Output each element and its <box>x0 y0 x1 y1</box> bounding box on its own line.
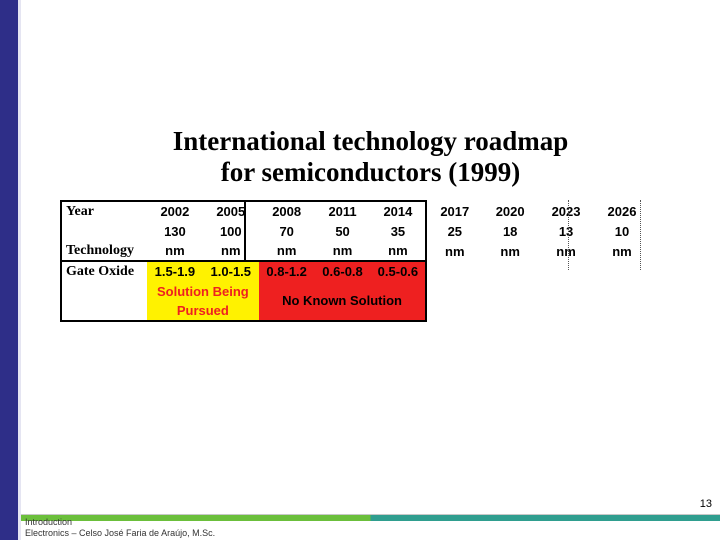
rowhead-empty <box>61 281 147 301</box>
footer-text: Introduction Electronics – Celso José Fa… <box>25 517 215 538</box>
no-known-solution: No Known Solution <box>259 281 427 321</box>
tech-unit: nm <box>315 241 371 261</box>
row-tech-value: 130 100 70 50 35 25 18 13 10 <box>61 221 650 241</box>
rowhead-empty <box>61 301 147 321</box>
dotted-divider <box>568 200 569 270</box>
roadmap-table: Year 2002 2005 2008 2011 2014 2017 2020 … <box>60 200 650 322</box>
tech-cell: 10 <box>594 221 650 241</box>
year-cell: 2005 <box>203 201 259 221</box>
tech-unit: nm <box>482 241 538 261</box>
footer-line-2: Electronics – Celso José Faria de Araújo… <box>25 528 215 538</box>
year-cell: 2002 <box>147 201 203 221</box>
header-tech-blank <box>61 221 147 241</box>
gate-cell: 1.0-1.5 <box>203 261 259 281</box>
row-tech-unit: Technology nm nm nm nm nm nm nm nm nm <box>61 241 650 261</box>
empty-cell <box>426 281 650 301</box>
tech-cell: 18 <box>482 221 538 241</box>
tech-cell: 70 <box>259 221 315 241</box>
gate-cell: 0.6-0.8 <box>315 261 371 281</box>
header-gate: Gate Oxide <box>61 261 147 281</box>
year-cell: 2020 <box>482 201 538 221</box>
sidebar-stripe <box>0 0 18 540</box>
tech-unit: nm <box>370 241 426 261</box>
tech-unit: nm <box>203 241 259 261</box>
gate-cell: 0.8-1.2 <box>259 261 315 281</box>
year-cell: 2023 <box>538 201 594 221</box>
title-line-2: for semiconductors (1999) <box>21 157 720 188</box>
year-cell: 2011 <box>315 201 371 221</box>
gate-cell-empty <box>426 261 482 281</box>
row-solution-1: Solution Being No Known Solution <box>61 281 650 301</box>
gate-cell: 0.5-0.6 <box>370 261 426 281</box>
inner-vsep <box>244 200 246 260</box>
tech-cell: 25 <box>426 221 482 241</box>
row-gate-oxide: Gate Oxide 1.5-1.9 1.0-1.5 0.8-1.2 0.6-0… <box>61 261 650 281</box>
header-tech: Technology <box>61 241 147 261</box>
gate-cell-empty <box>594 261 650 281</box>
sidebar-thin-stripe <box>18 0 21 540</box>
tech-cell: 100 <box>203 221 259 241</box>
tech-cell: 35 <box>370 221 426 241</box>
gate-cell-empty <box>482 261 538 281</box>
slide-title: International technology roadmap for sem… <box>21 126 720 188</box>
tech-unit: nm <box>594 241 650 261</box>
year-cell: 2017 <box>426 201 482 221</box>
tech-unit: nm <box>538 241 594 261</box>
tech-unit: nm <box>426 241 482 261</box>
year-cell: 2014 <box>370 201 426 221</box>
tech-cell: 13 <box>538 221 594 241</box>
footer-line-1: Introduction <box>25 517 215 527</box>
tech-cell: 50 <box>315 221 371 241</box>
pursued: Pursued <box>147 301 259 321</box>
header-year: Year <box>61 201 147 221</box>
tech-unit: nm <box>259 241 315 261</box>
page-number: 13 <box>700 498 712 510</box>
title-line-1: International technology roadmap <box>21 126 720 157</box>
year-cell: 2026 <box>594 201 650 221</box>
gate-cell-empty <box>538 261 594 281</box>
tech-cell: 130 <box>147 221 203 241</box>
year-cell: 2008 <box>259 201 315 221</box>
row-year: Year 2002 2005 2008 2011 2014 2017 2020 … <box>61 201 650 221</box>
gate-cell: 1.5-1.9 <box>147 261 203 281</box>
solution-being: Solution Being <box>147 281 259 301</box>
empty-cell <box>426 301 650 321</box>
tech-unit: nm <box>147 241 203 261</box>
dotted-divider <box>640 200 641 270</box>
